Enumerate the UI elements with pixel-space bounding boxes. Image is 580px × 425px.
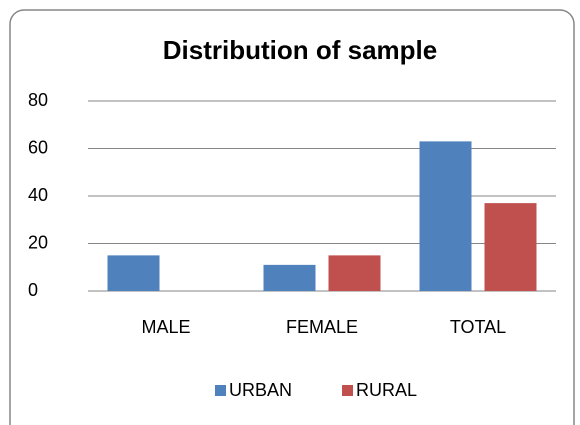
y-tick-label: 80 [28, 90, 48, 110]
legend-swatch [215, 385, 226, 396]
x-tick-label: FEMALE [286, 317, 358, 337]
y-tick-label: 20 [28, 232, 48, 252]
bar [484, 203, 537, 291]
y-tick-label: 0 [28, 280, 38, 300]
chart-frame [9, 9, 575, 425]
legend-swatch [342, 385, 354, 396]
y-tick-label: 60 [28, 137, 48, 157]
bar [263, 264, 316, 291]
y-tick-label: 40 [28, 185, 48, 205]
x-tick-label: MALE [141, 317, 190, 337]
bar [419, 141, 472, 291]
bar [107, 255, 160, 291]
x-tick-label: TOTAL [450, 317, 506, 337]
legend-label: URBAN [229, 380, 292, 400]
bar [328, 255, 381, 291]
chart-title: Distribution of sample [163, 35, 437, 65]
legend-label: RURAL [356, 380, 417, 400]
